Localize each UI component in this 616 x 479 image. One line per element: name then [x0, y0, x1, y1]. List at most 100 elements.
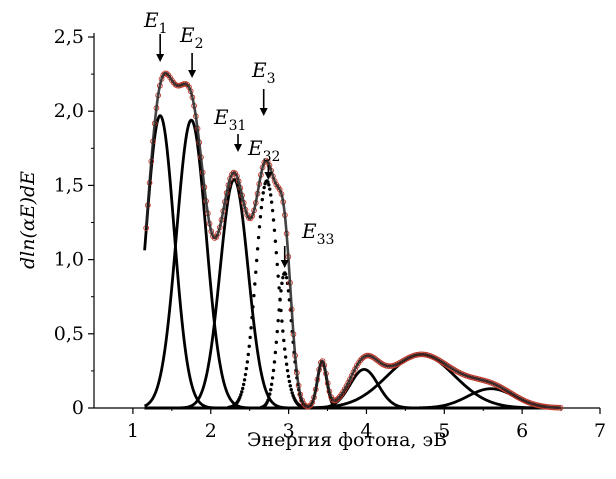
component-5-point: [283, 272, 288, 276]
sum-fit-curve: [144, 71, 562, 410]
component-5-point: [269, 382, 274, 387]
component-4-point: [266, 180, 270, 184]
component-4-point: [284, 362, 289, 366]
arrow-head-3: [259, 108, 268, 116]
component-4-point: [262, 185, 266, 190]
x-axis-title: Энергия фотона, эВ: [247, 429, 447, 451]
component-4-point: [259, 205, 264, 210]
component-4-point: [248, 335, 252, 340]
component-5-point: [269, 388, 273, 392]
component-4-point: [257, 225, 262, 229]
component-4-point: [285, 368, 290, 373]
component-4-point: [274, 250, 279, 255]
component-4-point: [243, 372, 248, 377]
arrow-head-1: [156, 54, 165, 62]
component-5-point: [266, 398, 270, 403]
peak-label-subscript: 32: [263, 149, 281, 165]
component-4-point: [267, 183, 271, 187]
component-5-point: [267, 395, 271, 400]
component-5-point: [284, 275, 289, 280]
component-4-point: [241, 382, 246, 387]
peak-label-subscript: 1: [159, 21, 168, 37]
component-5-point: [274, 340, 279, 344]
component-5-point: [271, 368, 276, 373]
component-2-curve: [143, 118, 547, 410]
component-4-point: [283, 347, 287, 351]
x-tick-label: 5: [438, 420, 450, 442]
x-tick-label: 2: [205, 420, 217, 442]
component-4-point: [275, 262, 279, 267]
y-tick-label: 1,5: [54, 174, 84, 196]
component-4-point: [270, 208, 275, 213]
peak-label-3: E3: [251, 58, 276, 87]
component-4-point: [269, 193, 273, 197]
y-axis-title: dln(αE)dE: [17, 171, 39, 269]
peak-label-subscript: 3: [267, 71, 276, 87]
component-4-point: [287, 379, 292, 384]
component-5-point: [275, 329, 279, 334]
component-4-point: [252, 293, 256, 298]
component-4-point: [272, 228, 277, 232]
component-4-point: [260, 197, 264, 202]
y-tick-label: 2,5: [54, 26, 84, 48]
component-4-point: [277, 286, 281, 290]
peak-label-31: E31: [213, 105, 246, 134]
component-4-point: [239, 393, 243, 397]
x-tick-label: 3: [283, 420, 295, 442]
component-4-point: [253, 282, 257, 286]
component-4-point: [247, 344, 251, 348]
arrow-head-33: [280, 260, 289, 268]
arrow-head-2: [188, 70, 197, 78]
peak-label-32: E32: [247, 136, 280, 165]
component-4-point: [256, 235, 261, 240]
component-4-point: [288, 384, 293, 388]
axes: 0 0,5 1,0 1,5 2,0 2,5 1 2 3 4 5 6 7: [54, 26, 606, 442]
component-5-point: [268, 392, 272, 396]
component-4-point: [286, 374, 291, 379]
component-4-point: [261, 191, 265, 195]
component-4-point: [240, 386, 245, 391]
component-4-point: [258, 215, 263, 219]
y-tick-label: 0: [72, 397, 84, 419]
component-4-point: [280, 319, 284, 323]
component-4-point: [242, 378, 247, 382]
y-tick-label: 0,5: [54, 323, 84, 345]
component-4-point: [255, 258, 259, 263]
component-4-point: [251, 305, 255, 309]
peak-label-1: E1: [143, 8, 168, 37]
component-4-point: [276, 274, 280, 278]
curves: [143, 70, 564, 411]
component-5-point: [279, 289, 283, 293]
component-4-point: [255, 247, 260, 251]
component-4-point: [290, 391, 294, 395]
peak-label-subscript: 33: [317, 232, 335, 248]
component-4-point: [271, 218, 276, 222]
x-tick-label: 6: [516, 420, 528, 442]
component-4-point: [254, 270, 258, 274]
y-tick-label: 1,0: [54, 249, 84, 271]
component-4-point: [269, 200, 274, 204]
component-9-curve: [143, 387, 547, 410]
component-4-point: [268, 187, 272, 191]
component-5-point: [277, 308, 281, 312]
component-4-point: [246, 352, 250, 357]
arrow-head-31: [234, 144, 243, 152]
component-4-point: [282, 338, 286, 343]
component-5-point: [270, 376, 275, 380]
x-tick-label: 4: [360, 420, 372, 442]
peak-label-subscript: 2: [195, 36, 204, 52]
component-5-point: [281, 275, 285, 280]
component-1-curve: [143, 114, 547, 410]
component-5-point: [273, 350, 278, 355]
component-4-point: [273, 239, 278, 243]
component-4-point: [244, 366, 249, 371]
component-5-point: [272, 360, 277, 364]
component-4-point: [281, 329, 285, 333]
component-5-point: [278, 298, 282, 302]
x-tick-label: 7: [594, 420, 606, 442]
y-tick-label: 2,0: [54, 100, 84, 122]
component-4-point: [240, 390, 244, 394]
component-5-point: [276, 318, 280, 323]
